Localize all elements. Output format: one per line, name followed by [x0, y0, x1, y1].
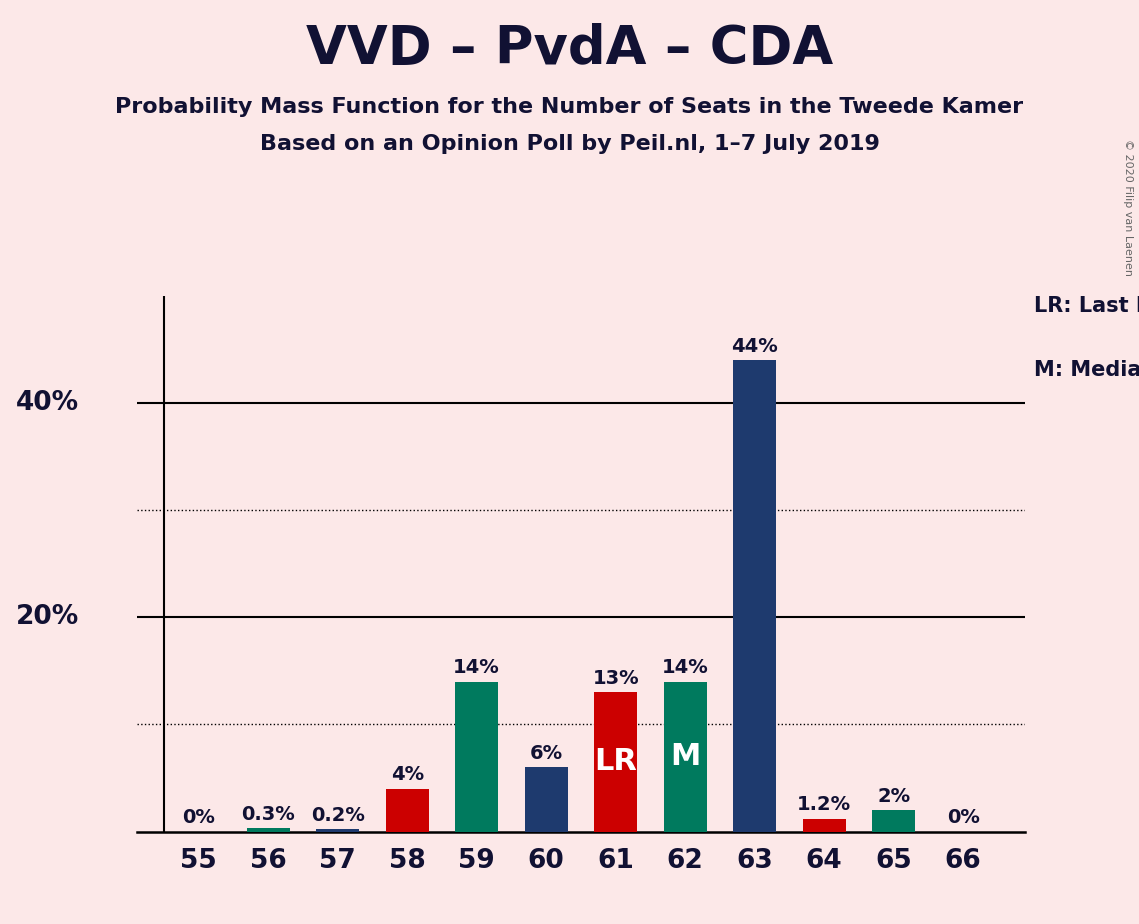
Text: LR: Last Result: LR: Last Result	[1034, 296, 1139, 316]
Bar	[246, 829, 289, 832]
Text: 14%: 14%	[453, 658, 500, 677]
Bar	[456, 682, 498, 832]
Text: 0%: 0%	[182, 808, 215, 827]
Text: 40%: 40%	[16, 390, 79, 416]
Text: Based on an Opinion Poll by Peil.nl, 1–7 July 2019: Based on an Opinion Poll by Peil.nl, 1–7…	[260, 134, 879, 154]
Bar	[803, 819, 845, 832]
Text: 4%: 4%	[391, 765, 424, 784]
Text: 14%: 14%	[662, 658, 708, 677]
Text: © 2020 Filip van Laenen: © 2020 Filip van Laenen	[1123, 139, 1133, 275]
Text: M: M	[670, 742, 700, 771]
Text: 13%: 13%	[592, 669, 639, 688]
Text: 0.2%: 0.2%	[311, 806, 364, 825]
Text: 20%: 20%	[16, 604, 79, 630]
Bar	[872, 810, 916, 832]
Bar	[386, 789, 428, 832]
Text: M: Median: M: Median	[1034, 360, 1139, 380]
Text: 44%: 44%	[731, 336, 778, 356]
Bar	[664, 682, 706, 832]
Text: 1.2%: 1.2%	[797, 796, 851, 814]
Text: 0%: 0%	[947, 808, 980, 827]
Bar	[317, 830, 359, 832]
Text: LR: LR	[595, 748, 637, 776]
Text: Probability Mass Function for the Number of Seats in the Tweede Kamer: Probability Mass Function for the Number…	[115, 97, 1024, 117]
Text: 2%: 2%	[877, 787, 910, 806]
Text: 0.3%: 0.3%	[241, 805, 295, 824]
Bar	[525, 767, 567, 832]
Bar	[734, 360, 776, 832]
Bar	[595, 692, 637, 832]
Text: 6%: 6%	[530, 744, 563, 763]
Text: VVD – PvdA – CDA: VVD – PvdA – CDA	[306, 23, 833, 75]
